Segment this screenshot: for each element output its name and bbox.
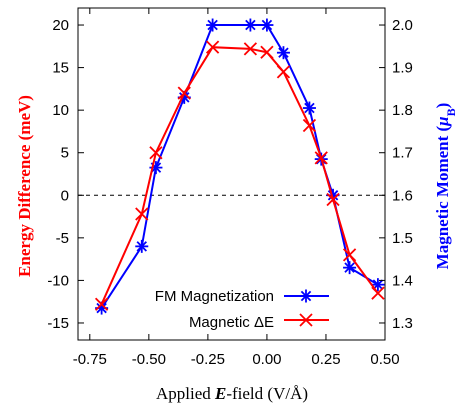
data-point xyxy=(205,40,220,54)
data-point xyxy=(326,192,340,207)
legend: FM Magnetization Magnetic ΔE xyxy=(155,288,329,331)
y-left-tick-label: 20 xyxy=(52,17,69,34)
y-right-tick-label: 1.8 xyxy=(392,102,413,119)
data-point xyxy=(206,18,220,32)
y-right-tick-label: 1.4 xyxy=(392,272,413,289)
data-point xyxy=(94,297,109,311)
y-axis-left-title: Energy Difference (meV) xyxy=(15,95,34,277)
data-point xyxy=(276,46,290,60)
data-point xyxy=(260,18,274,32)
x-tick-label: -0.75 xyxy=(73,351,107,368)
y-left-tick-label: -5 xyxy=(56,230,69,247)
y-axis-right-title: Magnetic Moment (μB) xyxy=(433,103,458,270)
y-right-tick-label: 1.5 xyxy=(392,230,413,247)
data-point xyxy=(149,146,163,160)
legend-star-marker xyxy=(299,289,313,303)
y-left-tick-label: 5 xyxy=(61,145,69,162)
data-point xyxy=(177,86,191,100)
x-tick-label: 0.00 xyxy=(252,351,281,368)
data-point xyxy=(243,42,258,56)
series-line xyxy=(100,46,379,305)
legend-x-marker xyxy=(299,313,313,327)
legend-label-fm: FM Magnetization xyxy=(155,288,274,305)
tick-layer: -0.75 -0.50 -0.25 0.00 0.25 0.50 -15 -10 -5 0 5 10 1… xyxy=(47,8,413,368)
series-line xyxy=(100,24,379,309)
data-point xyxy=(135,239,149,253)
y-left-tick-label: 10 xyxy=(52,102,69,119)
data-point xyxy=(276,65,291,79)
y-left-tick-label: 15 xyxy=(52,60,69,77)
data-point xyxy=(314,151,328,165)
data-point xyxy=(302,118,317,133)
data-point xyxy=(243,18,257,32)
y-left-tick-label: -15 xyxy=(47,315,69,332)
data-point xyxy=(135,207,149,221)
legend-label-de: Magnetic ΔE xyxy=(189,314,274,331)
data-point xyxy=(343,261,357,275)
data-point xyxy=(260,45,274,59)
series-fm-magnetization xyxy=(95,18,385,315)
y-right-tick-label: 1.6 xyxy=(392,187,413,204)
x-tick-label: 0.25 xyxy=(311,351,340,368)
data-point xyxy=(342,248,357,262)
x-tick-label: -0.25 xyxy=(191,351,225,368)
y-right-tick-label: 1.3 xyxy=(392,315,413,332)
y-left-tick-label: -10 xyxy=(47,272,69,289)
y-left-tick-label: 0 xyxy=(61,187,69,204)
y-right-tick-label: 2.0 xyxy=(392,17,413,34)
legend-marker-fm xyxy=(299,289,313,303)
series-magnetic-delta-e xyxy=(94,40,385,311)
data-point xyxy=(302,101,316,115)
y-right-tick-label: 1.7 xyxy=(392,145,413,162)
series-layer xyxy=(94,18,385,315)
x-tick-label: -0.50 xyxy=(132,351,166,368)
plot-frame xyxy=(77,7,386,341)
legend-marker-de xyxy=(299,313,313,327)
x-axis-title: Applied E-field (V/Å) xyxy=(156,384,308,403)
y-right-tick-label: 1.9 xyxy=(392,60,413,77)
data-point xyxy=(371,286,385,300)
x-tick-label: 0.50 xyxy=(370,351,399,368)
